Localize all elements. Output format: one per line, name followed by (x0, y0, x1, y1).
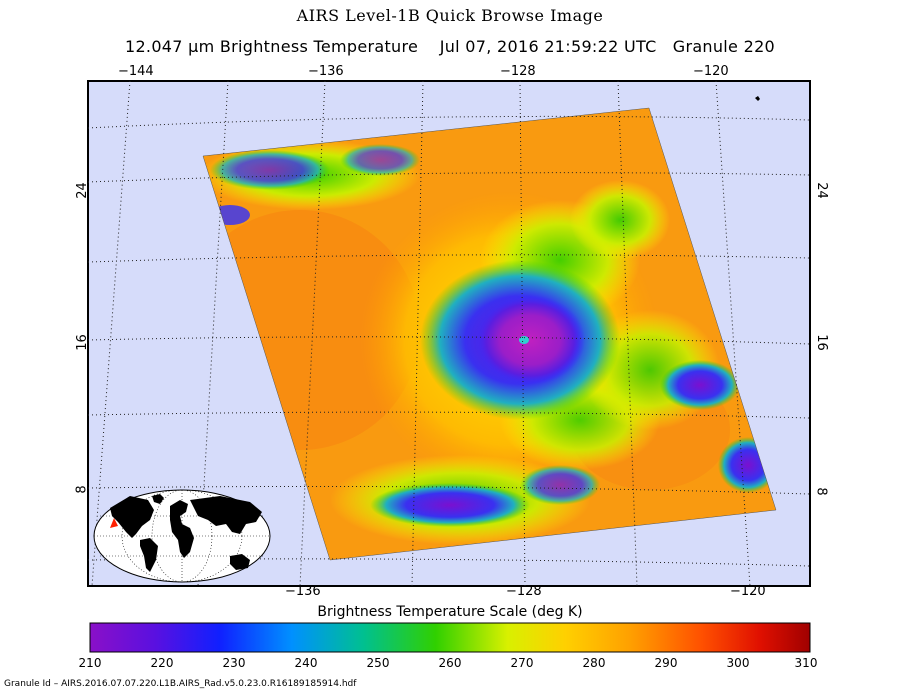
island-icon (755, 96, 760, 101)
colorbar-label: 260 (438, 656, 462, 670)
colorbar-label: 310 (794, 656, 818, 670)
colorbar-label: 210 (78, 656, 102, 670)
hurricane-eye (519, 336, 529, 344)
colorbar-gradient (89, 622, 811, 653)
granule-id-footer: Granule Id – AIRS.2016.07.07.220.L1B.AIR… (4, 679, 357, 689)
bottom-lon-tick: −128 (506, 584, 542, 599)
airs-swath (203, 108, 776, 560)
colorbar-title: Brightness Temperature Scale (deg K) (317, 604, 583, 620)
colorbar-label: 290 (654, 656, 678, 670)
image-title: AIRS Level-1B Quick Browse Image (296, 6, 604, 25)
colorbar-label: 230 (222, 656, 246, 670)
world-locator-globe-icon (93, 489, 271, 583)
colorbar-label: 280 (582, 656, 606, 670)
colorbar-label: 250 (366, 656, 390, 670)
colorbar-label: 270 (510, 656, 534, 670)
colorbar-label: 240 (294, 656, 318, 670)
top-lon-tick: −128 (500, 64, 536, 79)
top-lon-tick: −144 (118, 64, 154, 79)
bottom-lon-tick: −136 (285, 584, 321, 599)
location-marker-icon (110, 518, 118, 528)
image-subtitle: 12.047 μm Brightness Temperature Jul 07,… (124, 37, 776, 56)
graticule (87, 80, 811, 587)
colorbar-label: 300 (726, 656, 750, 670)
bottom-lon-tick: −120 (730, 584, 766, 599)
top-lon-tick: −136 (308, 64, 344, 79)
top-lon-tick: −120 (693, 64, 729, 79)
colorbar-label: 220 (150, 656, 174, 670)
